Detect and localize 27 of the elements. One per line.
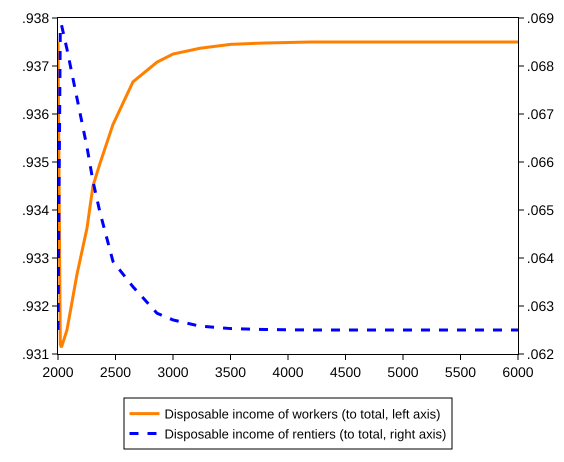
y-tick-label: .932 [22, 298, 50, 314]
y2-tick-label: .067 [526, 106, 554, 122]
legend-label: Disposable income of workers (to total, left axis) [164, 406, 440, 422]
y2-tick-label: .062 [526, 346, 554, 362]
x-tick-label: 5000 [387, 364, 419, 380]
x-tick-label: 2500 [100, 364, 132, 380]
y-tick-label: .938 [22, 10, 50, 26]
y2-tick-label: .066 [526, 154, 554, 170]
x-tick-label: 4000 [272, 364, 304, 380]
y-tick-label: .933 [22, 250, 50, 266]
y2-tick-label: .069 [526, 10, 554, 26]
x-tick-label: 5500 [444, 364, 476, 380]
legend-label: Disposable income of rentiers (to total, right axis) [164, 426, 446, 442]
x-tick-label: 4500 [330, 364, 362, 380]
y2-tick-label: .063 [526, 298, 554, 314]
x-tick-label: 3500 [214, 364, 246, 380]
x-tick-label: 2000 [42, 364, 74, 380]
y-tick-label: .931 [22, 346, 50, 362]
y-tick-label: .937 [22, 58, 50, 74]
y-tick-label: .934 [22, 202, 50, 218]
x-tick-label: 6000 [502, 364, 534, 380]
y-tick-label: .935 [22, 154, 50, 170]
y2-tick-label: .064 [526, 250, 554, 266]
y-tick-label: .936 [22, 106, 50, 122]
x-tick-label: 3000 [157, 364, 189, 380]
y2-tick-label: .065 [526, 202, 554, 218]
y2-tick-label: .068 [526, 58, 554, 74]
